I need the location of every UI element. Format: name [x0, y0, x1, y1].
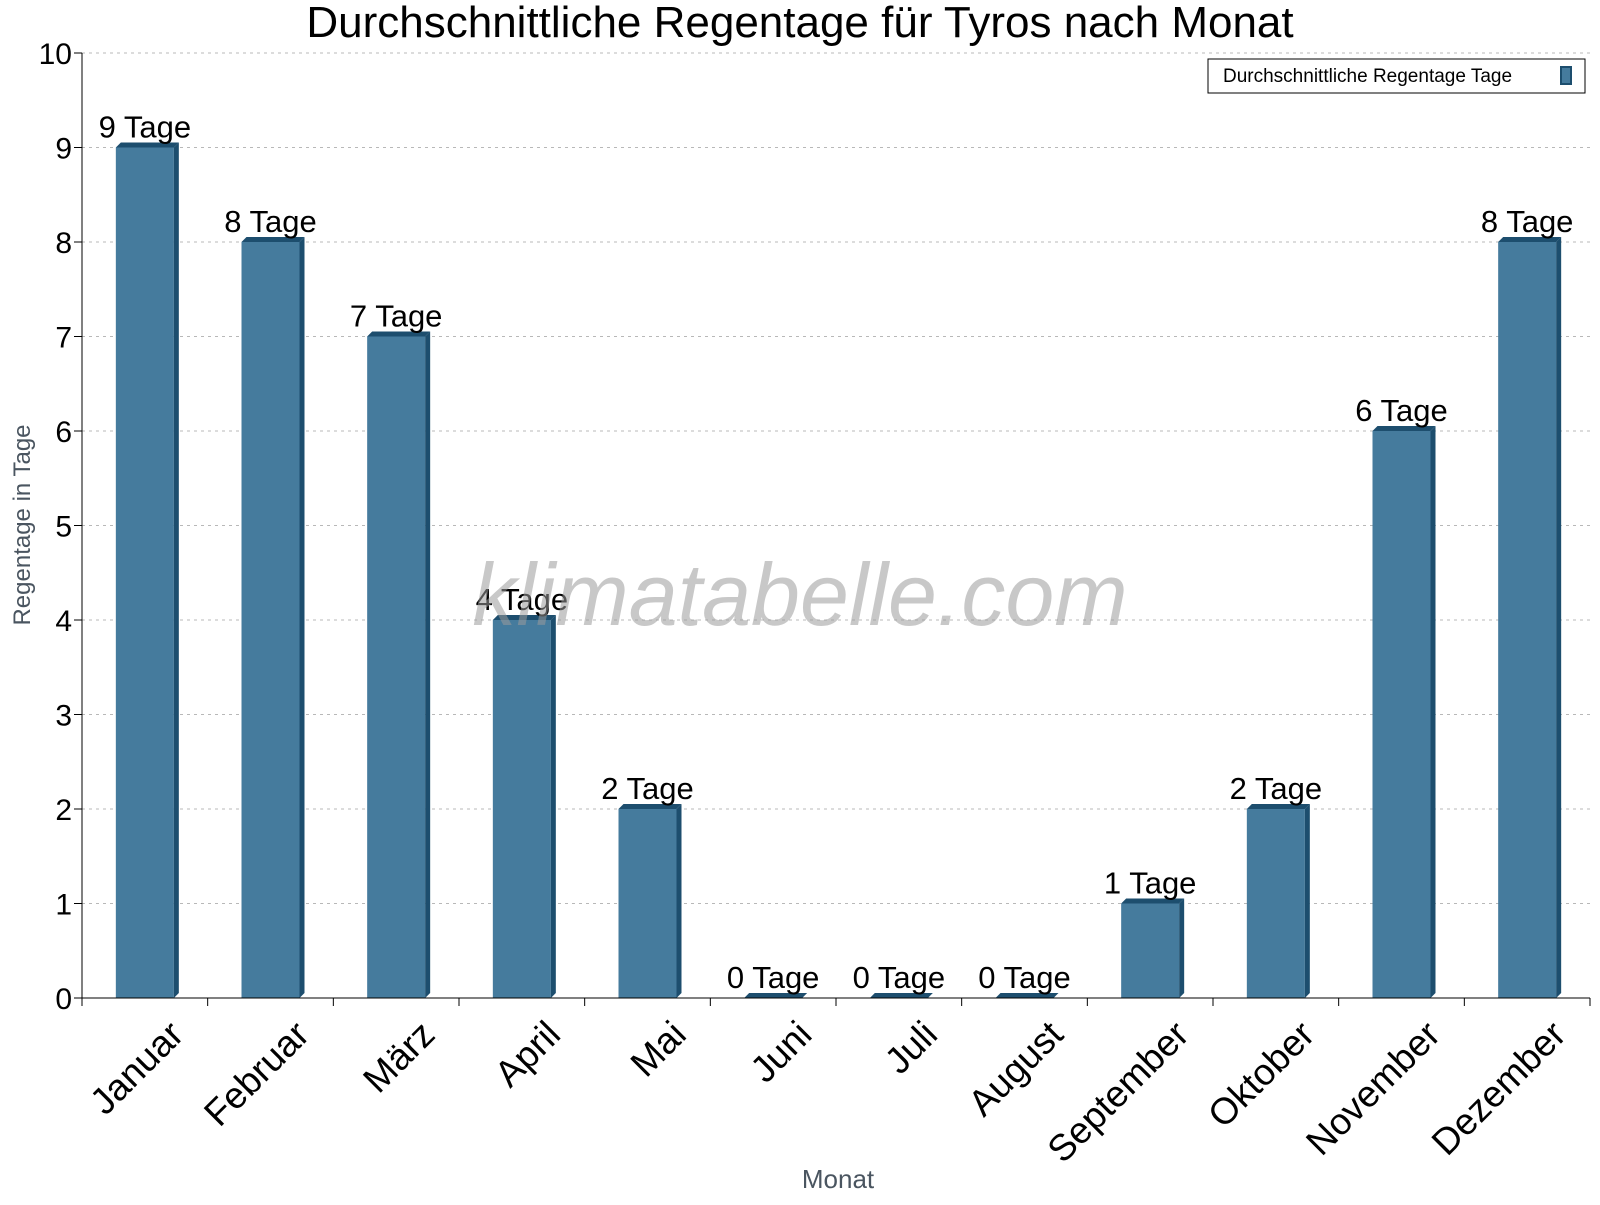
bar-front [492, 620, 551, 998]
data-label: 6 Tage [1355, 393, 1448, 428]
legend-series-label: Durchschnittliche Regentage Tage [1223, 66, 1512, 87]
x-tick-label: Juli [877, 1013, 945, 1081]
bar-side [550, 615, 556, 998]
bar-front [1498, 242, 1557, 998]
bar-top [367, 331, 431, 337]
bar-top [1121, 898, 1185, 904]
bar-juli [869, 993, 933, 998]
x-axis-label: Monat [802, 1164, 875, 1194]
bar-top [744, 993, 808, 998]
bar-side [1430, 426, 1436, 998]
bar-februar [241, 237, 305, 998]
legend-box [1207, 58, 1586, 94]
data-label: 2 Tage [1230, 771, 1323, 806]
bar-dezember [1498, 237, 1562, 998]
bar-top [115, 142, 179, 148]
bar-januar [115, 142, 179, 998]
data-label: 4 Tage [476, 582, 569, 617]
chart-title: Durchschnittliche Regentage für Tyros na… [306, 0, 1293, 47]
data-label: 8 Tage [1481, 204, 1574, 239]
y-tick-label: 0 [55, 983, 72, 1016]
y-tick-label: 8 [55, 227, 72, 260]
y-axis-label: Regentage in Tage [9, 424, 36, 625]
data-labels: 9 Tage 8 Tage 7 Tage 4 Tage 2 Tage 0 Tage 0 Ta… [99, 110, 1574, 996]
bar-september [1121, 898, 1185, 998]
bar-front [241, 242, 300, 998]
grid-lines [82, 52, 1590, 904]
bar-märz [367, 331, 431, 998]
bar-top [618, 804, 682, 809]
bar-mai [618, 804, 682, 998]
bar-april [492, 615, 556, 998]
bar-juni [744, 993, 808, 998]
bar-oktober [1246, 804, 1310, 998]
data-label: 0 Tage [853, 960, 946, 995]
x-tick-label: Dezember [1424, 1013, 1574, 1163]
y-tick-label: 10 [39, 38, 72, 71]
x-tick-label: März [355, 1013, 442, 1100]
bar-top [1246, 804, 1310, 809]
data-label: 2 Tage [601, 771, 694, 806]
bar-top [869, 993, 933, 998]
bar-front [367, 336, 426, 998]
bar-side [173, 142, 179, 998]
x-tick-label: August [960, 1013, 1071, 1124]
x-tick-label: April [487, 1013, 568, 1094]
bar-front [115, 147, 174, 998]
x-tick-label: Februar [196, 1013, 317, 1134]
watermark: klimatabelle.com [472, 545, 1127, 644]
bar-side [676, 804, 682, 998]
y-tick-label: 6 [55, 416, 72, 449]
x-tick-label: Juni [742, 1013, 819, 1090]
bar-august [995, 993, 1059, 998]
y-tick-label: 2 [55, 794, 72, 827]
y-tick-label: 9 [55, 133, 72, 166]
bar-side [299, 237, 305, 998]
y-tick-label: 3 [55, 700, 72, 733]
data-label: 0 Tage [727, 960, 820, 995]
bar-top [1498, 237, 1562, 242]
bar-side [1179, 898, 1185, 998]
legend-swatch [1560, 66, 1572, 85]
bar-side [425, 331, 431, 998]
bar-top [492, 615, 556, 620]
bar-front [1372, 431, 1431, 998]
data-label: 1 Tage [1104, 866, 1197, 901]
y-tick-label: 7 [55, 322, 72, 355]
x-tick-label: Januar [82, 1013, 191, 1122]
data-label: 9 Tage [99, 110, 192, 145]
data-label: 0 Tage [978, 960, 1071, 995]
bar-top [995, 993, 1059, 998]
bars [115, 142, 1562, 998]
y-tick-label: 4 [55, 605, 72, 638]
bar-front [1246, 809, 1305, 998]
bar-top [241, 237, 305, 242]
bar-side [1556, 237, 1562, 998]
bar-side [1304, 804, 1310, 998]
bar-front [618, 809, 677, 998]
x-tick-label: Oktober [1200, 1013, 1322, 1135]
data-label: 7 Tage [350, 299, 443, 334]
bar-november [1372, 426, 1436, 998]
y-tick-label: 5 [55, 511, 72, 544]
y-tick-label: 1 [55, 889, 72, 922]
x-tick-label: Mai [623, 1013, 694, 1084]
bar-front [1121, 903, 1180, 998]
x-tick-label: November [1298, 1013, 1448, 1163]
data-label: 8 Tage [224, 204, 317, 239]
legend: Durchschnittliche Regentage Tage [1207, 58, 1586, 94]
bar-top [1372, 426, 1436, 431]
